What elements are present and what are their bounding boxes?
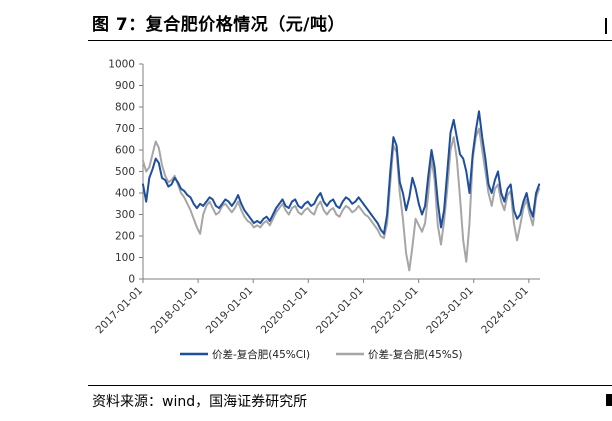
legend-label-2: 价差-复合肥(45%S): [368, 348, 463, 361]
x-tick-label: 2020-01-01: [259, 285, 311, 337]
y-tick-label: 1000: [108, 59, 135, 71]
legend: 价差-复合肥(45%Cl) 价差-复合肥(45%S): [180, 348, 463, 361]
y-axis: 0 100 200 300 400 500 600 700 800 900 1000: [108, 59, 144, 286]
y-tick-label: 600: [115, 145, 135, 157]
y-tick-label: 100: [115, 252, 135, 264]
y-tick-label: 300: [115, 209, 135, 221]
y-tick-label: 500: [115, 166, 135, 178]
bottom-rule: [88, 385, 612, 386]
series-layer: [142, 110, 541, 272]
x-tick-label: 2024-01-01: [479, 285, 531, 337]
y-tick-label: 200: [115, 231, 135, 243]
y-tick-label: 0: [128, 274, 135, 286]
x-tick-label: 2021-01-01: [314, 285, 366, 337]
x-axis: 2017-01-01 2018-01-01 2019-01-01 2020-01-01…: [93, 278, 540, 337]
bottom-edge-mark: [606, 394, 612, 406]
x-tick-label: 2018-01-01: [149, 285, 201, 337]
y-tick-label: 700: [115, 123, 135, 135]
figure-title: 图 7：复合肥价格情况（元/吨）: [92, 15, 345, 35]
series-line-1: [142, 110, 541, 235]
x-tick-label: 2022-01-01: [369, 285, 421, 337]
legend-label-1: 价差-复合肥(45%Cl): [212, 348, 310, 361]
y-tick-label: 400: [115, 188, 135, 200]
series-line-2: [142, 127, 541, 272]
source-note: 资料来源：wind，国海证券研究所: [92, 394, 308, 410]
x-tick-label: 2023-01-01: [424, 285, 476, 337]
y-tick-label: 800: [115, 102, 135, 114]
top-edge-mark: [605, 18, 607, 34]
y-tick-label: 900: [115, 80, 135, 92]
x-tick-label: 2017-01-01: [93, 285, 145, 337]
x-tick-label: 2019-01-01: [204, 285, 256, 337]
top-rule: [88, 40, 612, 41]
